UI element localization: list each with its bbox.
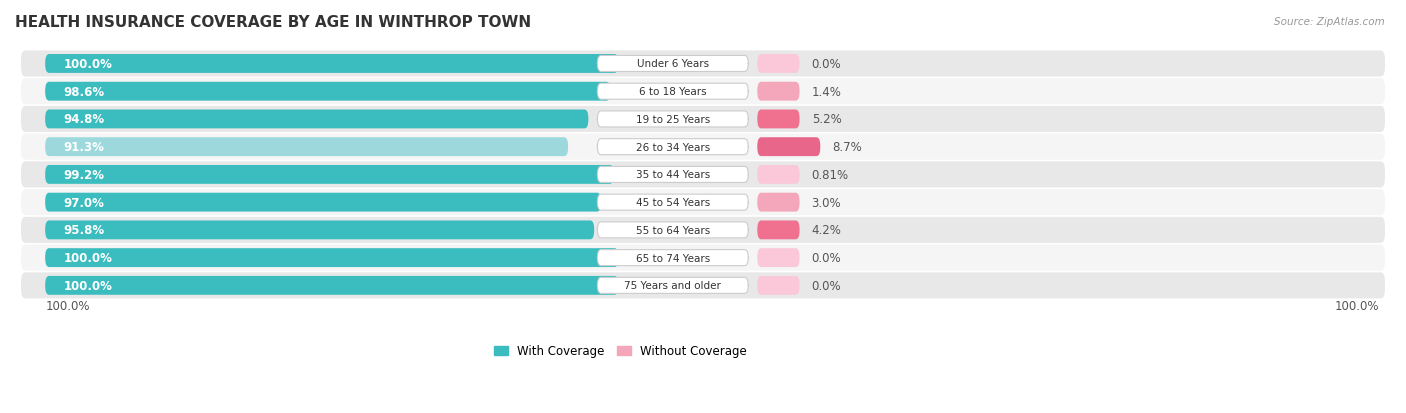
- FancyBboxPatch shape: [598, 139, 748, 155]
- Text: 3.0%: 3.0%: [811, 196, 841, 209]
- FancyBboxPatch shape: [21, 217, 1385, 243]
- FancyBboxPatch shape: [21, 162, 1385, 188]
- FancyBboxPatch shape: [21, 134, 1385, 160]
- FancyBboxPatch shape: [45, 138, 568, 157]
- FancyBboxPatch shape: [598, 167, 748, 183]
- Text: 0.0%: 0.0%: [811, 58, 841, 71]
- Legend: With Coverage, Without Coverage: With Coverage, Without Coverage: [489, 340, 752, 362]
- FancyBboxPatch shape: [758, 193, 800, 212]
- FancyBboxPatch shape: [598, 250, 748, 266]
- Text: 99.2%: 99.2%: [63, 169, 104, 181]
- Text: 91.3%: 91.3%: [63, 141, 104, 154]
- FancyBboxPatch shape: [45, 55, 619, 74]
- FancyBboxPatch shape: [598, 84, 748, 100]
- FancyBboxPatch shape: [45, 221, 595, 240]
- FancyBboxPatch shape: [21, 245, 1385, 271]
- Text: 98.6%: 98.6%: [63, 85, 104, 98]
- Text: 97.0%: 97.0%: [63, 196, 104, 209]
- FancyBboxPatch shape: [45, 83, 610, 101]
- FancyBboxPatch shape: [21, 190, 1385, 216]
- Text: 45 to 54 Years: 45 to 54 Years: [636, 198, 710, 208]
- Text: 1.4%: 1.4%: [811, 85, 842, 98]
- Text: 100.0%: 100.0%: [63, 58, 112, 71]
- FancyBboxPatch shape: [758, 55, 800, 74]
- Text: 65 to 74 Years: 65 to 74 Years: [636, 253, 710, 263]
- FancyBboxPatch shape: [598, 278, 748, 294]
- FancyBboxPatch shape: [758, 138, 820, 157]
- Text: 100.0%: 100.0%: [63, 279, 112, 292]
- Text: 100.0%: 100.0%: [45, 299, 90, 312]
- Text: 8.7%: 8.7%: [832, 141, 862, 154]
- Text: 75 Years and older: 75 Years and older: [624, 281, 721, 291]
- Text: 4.2%: 4.2%: [811, 224, 842, 237]
- Text: HEALTH INSURANCE COVERAGE BY AGE IN WINTHROP TOWN: HEALTH INSURANCE COVERAGE BY AGE IN WINT…: [15, 15, 531, 30]
- FancyBboxPatch shape: [45, 110, 588, 129]
- FancyBboxPatch shape: [598, 195, 748, 211]
- Text: 5.2%: 5.2%: [811, 113, 841, 126]
- Text: 19 to 25 Years: 19 to 25 Years: [636, 115, 710, 125]
- FancyBboxPatch shape: [758, 110, 800, 129]
- FancyBboxPatch shape: [21, 107, 1385, 133]
- FancyBboxPatch shape: [45, 193, 602, 212]
- FancyBboxPatch shape: [598, 222, 748, 238]
- Text: 95.8%: 95.8%: [63, 224, 104, 237]
- Text: 55 to 64 Years: 55 to 64 Years: [636, 225, 710, 235]
- Text: 26 to 34 Years: 26 to 34 Years: [636, 142, 710, 152]
- FancyBboxPatch shape: [758, 276, 800, 295]
- Text: 94.8%: 94.8%: [63, 113, 104, 126]
- FancyBboxPatch shape: [758, 83, 800, 101]
- FancyBboxPatch shape: [21, 273, 1385, 299]
- FancyBboxPatch shape: [45, 166, 614, 184]
- Text: 100.0%: 100.0%: [1334, 299, 1379, 312]
- Text: Source: ZipAtlas.com: Source: ZipAtlas.com: [1274, 17, 1385, 26]
- FancyBboxPatch shape: [758, 221, 800, 240]
- Text: 6 to 18 Years: 6 to 18 Years: [638, 87, 707, 97]
- Text: Under 6 Years: Under 6 Years: [637, 59, 709, 69]
- Text: 35 to 44 Years: 35 to 44 Years: [636, 170, 710, 180]
- FancyBboxPatch shape: [45, 276, 619, 295]
- Text: 0.0%: 0.0%: [811, 279, 841, 292]
- FancyBboxPatch shape: [21, 51, 1385, 77]
- FancyBboxPatch shape: [758, 249, 800, 267]
- FancyBboxPatch shape: [21, 79, 1385, 105]
- FancyBboxPatch shape: [758, 166, 800, 184]
- Text: 100.0%: 100.0%: [63, 252, 112, 264]
- FancyBboxPatch shape: [45, 249, 619, 267]
- FancyBboxPatch shape: [598, 112, 748, 128]
- FancyBboxPatch shape: [598, 56, 748, 72]
- Text: 0.81%: 0.81%: [811, 169, 849, 181]
- Text: 0.0%: 0.0%: [811, 252, 841, 264]
